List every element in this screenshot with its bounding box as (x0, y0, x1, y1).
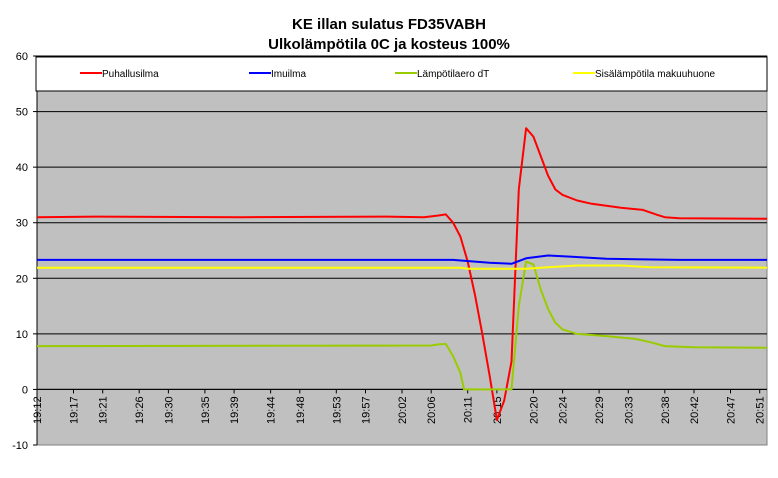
y-tick-label: 50 (16, 107, 28, 119)
y-tick-label: 10 (16, 329, 28, 341)
x-tick-label: 20:33 (623, 396, 635, 424)
legend-label: Lämpötilaero dT (417, 69, 489, 80)
plot-area (36, 55, 768, 446)
series-line-1 (36, 127, 768, 421)
series-line-4 (37, 264, 768, 270)
x-tick-label: 19:48 (295, 396, 307, 424)
chart-title: KE illan sulatus FD35VABH (292, 16, 486, 33)
y-tick-label: -10 (12, 440, 28, 452)
y-tick-label: 60 (16, 51, 28, 63)
y-tick-label: 20 (16, 273, 28, 285)
chart-subtitle: Ulkolämpötila 0C ja kosteus 100% (268, 36, 510, 53)
x-tick-label: 19:35 (200, 396, 212, 424)
x-tick-label: 19:21 (98, 396, 110, 424)
x-tick-label: 20:20 (528, 396, 540, 424)
x-tick-label: 20:11 (463, 396, 475, 423)
x-tick-label: 19:57 (361, 396, 373, 424)
x-tick-label: 19:30 (163, 396, 175, 424)
x-tick-label: 20:51 (755, 396, 767, 424)
x-tick-label: 20:24 (558, 396, 570, 424)
legend-label: Puhallusilma (102, 69, 159, 80)
x-tick-label: 19:26 (134, 396, 146, 424)
y-tick-label: 40 (16, 162, 28, 174)
legend-label: Sisälämpötila makuuhuone (595, 69, 716, 80)
series-line-3 (36, 260, 768, 391)
x-tick-label: 20:47 (726, 396, 738, 424)
x-tick-label: 19:39 (229, 396, 241, 424)
x-tick-label: 19:17 (69, 396, 81, 424)
x-tick-label: 19:44 (266, 396, 278, 424)
x-tick-label: 19:12 (32, 396, 44, 424)
x-tick-label: 20:38 (660, 396, 672, 424)
x-tick-label: 19:53 (331, 396, 343, 424)
x-tick-label: 20:02 (397, 396, 409, 424)
y-tick-label: 0 (22, 384, 28, 396)
x-tick-label: 20:42 (689, 396, 701, 424)
x-tick-label: 20:06 (426, 396, 438, 424)
series-line-2 (37, 254, 767, 265)
y-tick-label: 30 (16, 218, 28, 230)
x-tick-label: 20:29 (594, 396, 606, 424)
legend-label: Imuilma (271, 69, 306, 80)
